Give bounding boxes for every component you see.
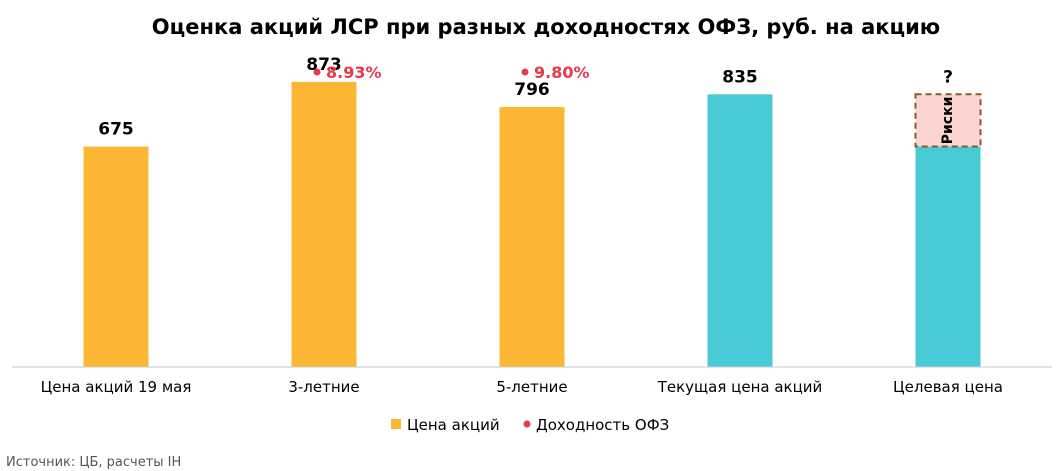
target-question-mark: ? [943, 67, 953, 87]
bar [291, 81, 357, 368]
risk-label: Риски [940, 97, 956, 145]
bar [499, 107, 565, 367]
yield-marker [313, 68, 321, 76]
legend-marker-yield [523, 420, 531, 428]
x-tick-labels: Цена акций 19 мая 3-летние 5-летние Текущая… [41, 378, 1003, 396]
yield-label: 9.80% [534, 63, 590, 82]
bar [83, 146, 149, 367]
bar-target-base [915, 146, 981, 367]
legend-label-yield: Доходность ОФЗ [536, 416, 669, 434]
data-label: 796 [514, 80, 550, 100]
bar-target-risk [914, 93, 982, 148]
x-tick-label: Цена акций 19 мая [41, 378, 192, 396]
legend: Цена акций Доходность ОФЗ [391, 416, 669, 434]
yield-label: 8.93% [326, 63, 382, 82]
data-label: 675 [98, 120, 134, 140]
legend-swatch-price [391, 419, 401, 429]
source-note: Источник: ЦБ, расчеты IH [6, 455, 181, 470]
yield-marker [521, 68, 529, 76]
data-label: 835 [722, 67, 758, 87]
chart-title: Оценка акций ЛСР при разных доходностях … [152, 15, 940, 39]
x-tick-label: 5-летние [496, 378, 567, 396]
x-tick-label: Текущая цена акций [657, 378, 823, 396]
legend-label-price: Цена акций [407, 416, 500, 434]
x-tick-label: 3-летние [288, 378, 359, 396]
bar [707, 94, 773, 368]
x-tick-label: Целевая цена [893, 378, 1003, 396]
